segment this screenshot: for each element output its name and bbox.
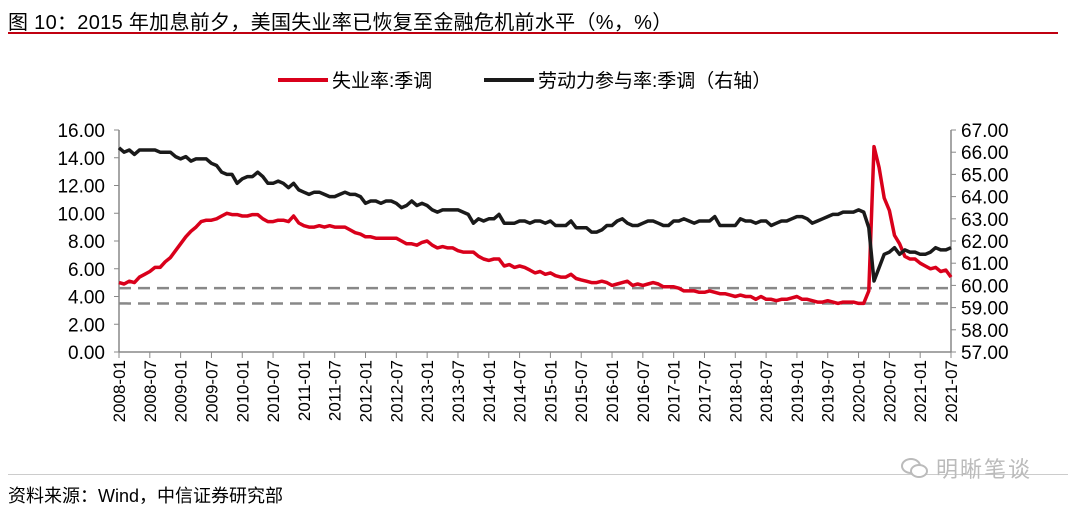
x-axis-tick-label: 2008-07	[141, 360, 160, 422]
source-note: 资料来源：Wind，中信证券研究部	[8, 486, 284, 506]
left-axis-tick-label: 6.00	[68, 260, 105, 281]
x-axis-tick-label: 2017-07	[695, 360, 714, 422]
series-line-unemployment	[118, 144, 953, 306]
x-axis-tick-label: 2009-07	[202, 360, 221, 422]
x-axis-tick-label: 2011-01	[295, 360, 314, 421]
right-axis-tick-label: 66.00	[961, 143, 1009, 164]
x-axis-tick-label: 2011-07	[326, 360, 345, 421]
x-axis-tick-label: 2008-01	[110, 360, 129, 422]
x-axis-tick-label: 2017-01	[665, 360, 684, 422]
x-axis-tick-label: 2020-01	[850, 360, 869, 422]
right-axis-tick-label: 64.00	[961, 188, 1009, 209]
right-axis-tick-label: 62.00	[961, 232, 1009, 253]
right-axis-tick-label: 59.00	[961, 299, 1009, 320]
wechat-icon	[901, 458, 928, 478]
left-axis-tick-label: 14.00	[57, 149, 105, 170]
title-divider	[8, 32, 1058, 34]
x-axis-tick-label: 2019-07	[819, 360, 838, 422]
x-axis-tick-label: 2021-01	[911, 360, 930, 422]
legend-label-lfpr: 劳动力参与率:季调（右轴）	[538, 70, 771, 92]
x-axis-tick-label: 2014-07	[511, 360, 530, 422]
right-axis-tick-label: 57.00	[961, 343, 1009, 364]
x-axis-tick-label: 2014-01	[480, 360, 499, 422]
left-axis-tick-label: 10.00	[57, 204, 105, 225]
left-axis-tick-label: 2.00	[68, 315, 105, 336]
x-axis-tick-label: 2018-01	[726, 360, 745, 422]
x-axis-tick-label: 2018-07	[757, 360, 776, 422]
series-line-lfpr	[117, 146, 952, 283]
watermark-text: 明晰笔谈	[936, 457, 1033, 482]
x-axis-tick-label: 2016-01	[603, 360, 622, 422]
right-axis-tick-label: 58.00	[961, 321, 1009, 342]
x-axis-tick-label: 2012-01	[357, 360, 376, 422]
footer-divider	[8, 474, 1068, 475]
line-chart: 失业率:季调 劳动力参与率:季调（右轴） 0.00 2.00 4.00 6.00 8.0…	[57, 70, 1009, 422]
x-axis-tick-label: 2010-01	[233, 360, 252, 422]
watermark: 明晰笔谈	[900, 452, 1032, 484]
x-axis-tick-label: 2015-01	[541, 360, 560, 422]
legend: 失业率:季调 劳动力参与率:季调（右轴）	[278, 70, 771, 92]
x-axis-tick-label: 2012-07	[387, 360, 406, 422]
left-axis-tick-label: 0.00	[68, 343, 105, 364]
x-axis-tick-label: 2010-07	[264, 360, 283, 422]
right-axis-tick-label: 67.00	[961, 121, 1009, 142]
x-axis-tick-label: 2013-07	[449, 360, 468, 422]
x-axis-tick-label: 2013-01	[418, 360, 437, 422]
left-axis-tick-label: 12.00	[57, 177, 105, 198]
x-axis-tick-label: 2015-07	[572, 360, 591, 422]
x-axis-tick-label: 2016-07	[634, 360, 653, 422]
x-axis-tick-label: 2020-07	[880, 360, 899, 422]
right-axis-tick-label: 65.00	[961, 165, 1009, 186]
figure-title: 图 10：2015 年加息前夕，美国失业率已恢复至金融危机前水平（%，%）	[8, 12, 673, 34]
x-axis-tick-label: 2019-01	[788, 360, 807, 422]
x-axis-tick-label: 2021-07	[942, 360, 961, 422]
x-axis-tick-label: 2009-01	[172, 360, 191, 422]
right-axis-tick-label: 63.00	[961, 210, 1009, 231]
left-axis-tick-label: 4.00	[68, 288, 105, 309]
left-axis-tick-label: 16.00	[57, 121, 105, 142]
left-axis-tick-label: 8.00	[68, 232, 105, 253]
legend-label-unemployment: 失业率:季调	[332, 70, 432, 92]
right-axis-tick-label: 60.00	[961, 276, 1009, 297]
right-axis-tick-label: 61.00	[961, 254, 1009, 275]
